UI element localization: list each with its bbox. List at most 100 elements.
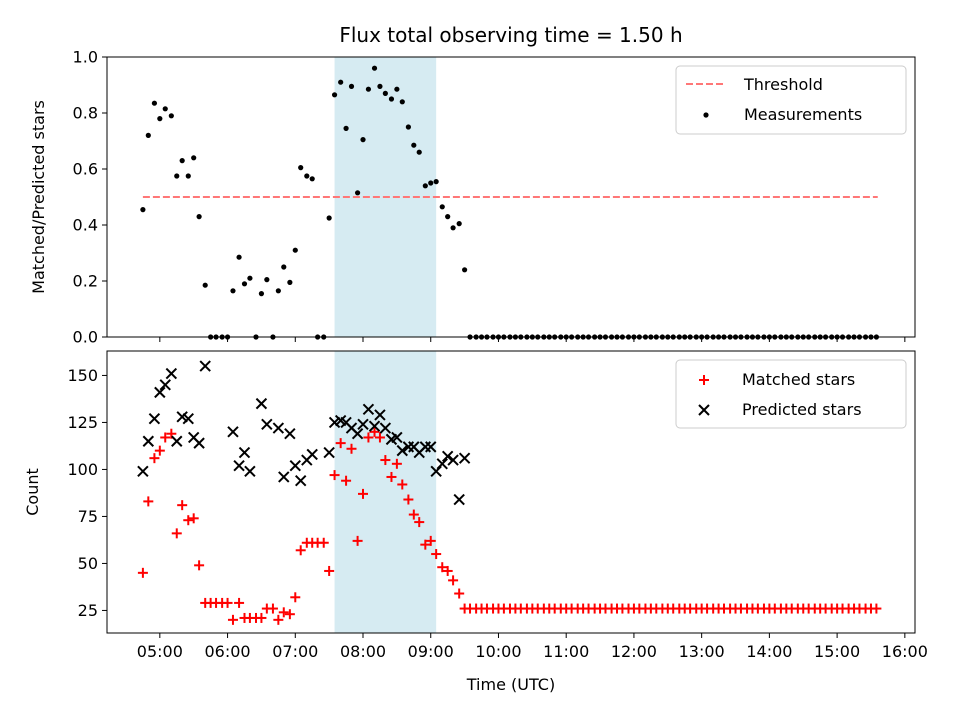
matched-star-point [346, 443, 357, 454]
matched-star-point [160, 432, 171, 443]
measurement-point [185, 173, 191, 179]
measurement-point [281, 264, 287, 270]
predicted-star-point [148, 412, 161, 425]
measurement-point [309, 176, 315, 182]
bottom-legend: Matched stars Predicted stars [675, 359, 907, 429]
predicted-star-point [368, 420, 381, 432]
measurement-point [377, 83, 383, 89]
measurement-point [196, 214, 202, 220]
measurement-point [365, 86, 372, 92]
matched-star-point [380, 455, 391, 466]
bottom-xtick-label: 10:00 [475, 642, 521, 661]
matched-star-point [267, 603, 278, 614]
bottom-xtick-label: 15:00 [814, 642, 860, 661]
matched-star-point [420, 539, 431, 550]
bottom-ytick-label: 125 [67, 413, 98, 432]
matched-star-point [358, 488, 369, 499]
measurement-point [388, 96, 395, 102]
measurement-point [394, 86, 400, 92]
measurement-point [433, 179, 439, 185]
legend-measurements-marker [703, 112, 709, 118]
predicted-star-point [458, 452, 471, 464]
measurement-point [405, 124, 411, 130]
x-axis-label: Time (UTC) [466, 675, 555, 694]
bottom-y-axis-label: Count [23, 468, 42, 516]
bottom-xtick-label: 06:00 [205, 642, 251, 661]
measurement-point [236, 254, 242, 260]
predicted-star-point [278, 471, 290, 483]
matched-star-point [403, 494, 414, 505]
matched-star-point [352, 535, 363, 546]
measurement-point [382, 90, 388, 96]
bottom-xtick-label: 13:00 [679, 642, 725, 661]
bottom-legend-box [675, 359, 907, 429]
measurement-point [241, 281, 248, 287]
measurement-point [411, 142, 417, 148]
top-plot-frame [106, 56, 916, 338]
matched-star-point [374, 432, 385, 443]
matched-star-point [324, 565, 335, 576]
measurement-point [157, 116, 163, 122]
bottom-ytick-label: 75 [78, 507, 98, 526]
measurement-point [326, 215, 332, 221]
matched-star-point [149, 453, 160, 464]
measurement-point [428, 180, 434, 186]
matched-star-point [448, 575, 459, 586]
predicted-star-point [425, 441, 437, 453]
measurement-point [292, 247, 298, 253]
measurement-point [462, 267, 468, 273]
matched-star-point [335, 438, 346, 449]
predicted-star-point [238, 446, 251, 459]
measurement-point [439, 204, 445, 210]
measurement-point [331, 92, 338, 98]
matched-star-point [386, 471, 397, 482]
predicted-star-point [306, 448, 318, 461]
predicted-star-point [142, 435, 155, 447]
matched-star-point [391, 458, 402, 469]
matched-star-point [278, 607, 289, 618]
matched-star-point [171, 528, 182, 539]
measurement-point [140, 207, 146, 213]
measurement-point [151, 100, 158, 106]
measurement-point [456, 221, 462, 227]
matched-star-point [284, 609, 295, 620]
matched-star-point [273, 614, 284, 625]
measurement-point [354, 190, 361, 196]
measurement-point [145, 132, 151, 138]
predicted-star-point [159, 379, 171, 391]
measurement-point [202, 282, 208, 288]
bottom-ytick-label: 25 [78, 601, 98, 620]
measurement-point [247, 275, 253, 281]
legend-cross [698, 404, 710, 416]
measurement-point [298, 165, 304, 171]
matched-star-point [234, 597, 245, 608]
matched-star-point [442, 565, 453, 576]
bottom-xtick-label: 07:00 [272, 642, 318, 661]
matched-star-point [227, 614, 238, 625]
predicted-star-point [436, 458, 448, 470]
bottom-span [334, 351, 437, 633]
measurement-point [371, 65, 378, 71]
legend-matched-label: Matched stars [742, 370, 855, 389]
predicted-star-point [199, 360, 211, 372]
matched-star-point [397, 479, 408, 490]
matched-star-point [290, 592, 301, 603]
matched-star-point [425, 535, 436, 546]
matched-star-point [143, 496, 154, 507]
measurement-point [422, 183, 428, 189]
bottom-xtick-label: 16:00 [882, 642, 928, 661]
bottom-xtick-label: 08:00 [340, 642, 386, 661]
bottom-ytick-label: 50 [78, 554, 98, 573]
legend-threshold-label: Threshold [743, 75, 823, 94]
bottom-xtick-label: 12:00 [611, 642, 657, 661]
top-legend: Threshold Measurements [675, 65, 907, 135]
predicted-star-point [289, 459, 301, 472]
matched-star-point [454, 588, 465, 599]
bottom-panel: 25 50 75 100 125 150 05:00 06:00 07:00 08:00 09:0… [23, 350, 928, 694]
predicted-star-point [453, 493, 465, 506]
matched-star-point [177, 500, 188, 511]
predicted-star-point [396, 444, 409, 457]
top-ytick-label: 0.2 [73, 272, 98, 291]
legend-predicted-marker [698, 404, 710, 416]
